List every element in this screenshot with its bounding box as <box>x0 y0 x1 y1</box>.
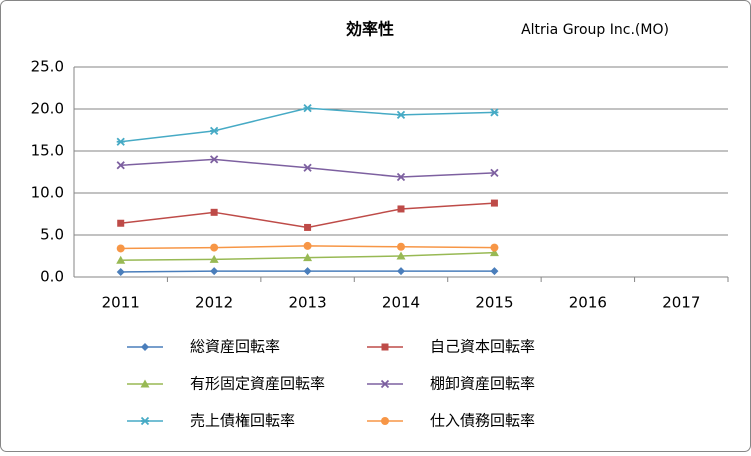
marker <box>490 108 499 117</box>
marker <box>304 223 312 231</box>
legend-label: 売上債権回転率 <box>190 412 295 430</box>
marker <box>489 248 499 257</box>
y-tick-label: 25.0 <box>31 58 64 76</box>
marker <box>140 416 150 426</box>
marker <box>210 126 219 135</box>
marker <box>303 253 313 262</box>
marker <box>116 255 126 264</box>
marker <box>210 243 219 252</box>
marker <box>116 267 125 276</box>
y-tick-label: 15.0 <box>31 142 64 160</box>
marker <box>303 104 312 113</box>
legend-label: 自己資本回転率 <box>430 338 535 356</box>
y-tick-label: 0.0 <box>40 268 64 286</box>
legend-label: 仕入債務回転率 <box>430 412 535 430</box>
marker <box>209 254 219 263</box>
marker <box>210 208 218 216</box>
x-tick-label: 2016 <box>569 294 607 312</box>
x-tick-label: 2011 <box>102 294 140 312</box>
marker <box>117 219 125 227</box>
x-tick-label: 2012 <box>195 294 233 312</box>
marker <box>303 241 312 250</box>
marker <box>210 267 219 276</box>
y-tick-label: 10.0 <box>31 184 64 202</box>
marker <box>490 243 499 252</box>
marker <box>116 244 125 253</box>
marker <box>397 205 405 213</box>
chart-title: 効率性 <box>346 20 394 39</box>
marker <box>303 163 312 172</box>
x-tick-label: 2017 <box>662 294 700 312</box>
y-tick-label: 5.0 <box>40 226 64 244</box>
marker <box>396 110 406 120</box>
marker <box>140 379 150 388</box>
marker <box>490 199 498 207</box>
marker <box>380 379 390 389</box>
marker <box>490 267 499 276</box>
y-tick-label: 20.0 <box>31 100 64 118</box>
marker <box>116 161 125 170</box>
legend-label: 総資産回転率 <box>190 338 280 356</box>
marker <box>490 168 499 177</box>
legend-label: 棚卸資産回転率 <box>430 375 535 393</box>
x-tick-label: 2014 <box>382 294 420 312</box>
marker <box>396 251 406 260</box>
marker <box>303 267 312 276</box>
marker <box>397 242 405 251</box>
marker <box>396 172 406 182</box>
legend-label: 有形固定資産回転率 <box>190 375 325 393</box>
marker <box>381 343 389 351</box>
x-tick-label: 2013 <box>288 294 326 312</box>
marker <box>210 155 219 164</box>
chart-subtitle: Altria Group Inc.(MO) <box>521 22 669 38</box>
marker <box>381 417 389 425</box>
marker <box>116 137 125 146</box>
marker <box>397 267 405 276</box>
marker <box>141 343 149 351</box>
x-tick-label: 2015 <box>475 294 513 312</box>
